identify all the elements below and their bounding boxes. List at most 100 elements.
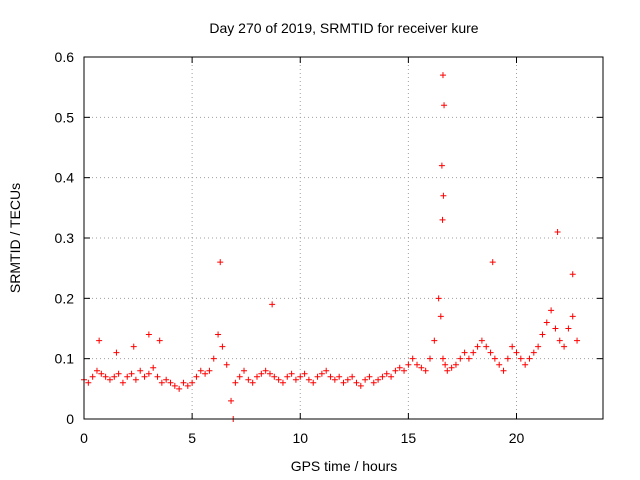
- data-point: [150, 364, 157, 371]
- data-point: [569, 271, 576, 278]
- data-point: [128, 370, 135, 377]
- data-point: [444, 367, 451, 374]
- data-point: [262, 367, 269, 374]
- data-point: [522, 361, 529, 368]
- data-point: [305, 376, 312, 383]
- data-point: [288, 370, 295, 377]
- data-point: [504, 355, 511, 362]
- data-point: [210, 355, 217, 362]
- data-point: [113, 349, 120, 356]
- data-point: [574, 337, 581, 344]
- data-point: [401, 367, 408, 374]
- data-point: [89, 373, 96, 380]
- data-point: [163, 376, 170, 383]
- data-point: [496, 361, 503, 368]
- data-point: [530, 349, 537, 356]
- data-point: [176, 385, 183, 392]
- data-point: [180, 379, 187, 386]
- x-axis-label: GPS time / hours: [291, 458, 398, 474]
- data-point: [409, 355, 416, 362]
- data-point: [145, 331, 152, 338]
- data-point: [539, 331, 546, 338]
- data-point: [396, 364, 403, 371]
- y-axis-label: SRMTID / TECUs: [7, 183, 23, 293]
- data-point: [301, 370, 308, 377]
- data-point: [556, 337, 563, 344]
- data-point: [98, 370, 105, 377]
- data-point: [215, 331, 222, 338]
- data-point: [474, 343, 481, 350]
- data-point: [223, 361, 230, 368]
- data-point: [340, 379, 347, 386]
- x-tick-label: 0: [80, 430, 88, 446]
- data-point: [349, 373, 356, 380]
- axis-ticks: 0 5 10 15 20 0 0.1 0.2 0.3 0.4 0.5 0.6: [55, 49, 603, 446]
- grid-lines: [84, 57, 603, 419]
- data-point: [461, 349, 468, 356]
- data-point: [543, 319, 550, 326]
- data-point: [438, 162, 445, 169]
- data-point: [414, 361, 421, 368]
- data-point: [93, 367, 100, 374]
- data-point: [392, 367, 399, 374]
- data-point: [119, 379, 126, 386]
- data-point: [249, 379, 256, 386]
- data-point: [513, 349, 520, 356]
- data-point: [297, 373, 304, 380]
- data-point: [491, 355, 498, 362]
- data-point: [292, 376, 299, 383]
- data-point: [487, 349, 494, 356]
- x-tick-label: 5: [188, 430, 196, 446]
- data-series-srmtid: [81, 72, 581, 422]
- y-tick-label: 0.6: [55, 49, 75, 65]
- data-point: [132, 376, 139, 383]
- data-point: [379, 373, 386, 380]
- data-point: [554, 228, 561, 235]
- data-point: [366, 373, 373, 380]
- data-point: [202, 370, 209, 377]
- data-point: [405, 361, 412, 368]
- y-tick-label: 0.5: [55, 109, 75, 125]
- data-point: [145, 370, 152, 377]
- x-tick-label: 20: [509, 430, 525, 446]
- data-point: [552, 325, 559, 332]
- data-point: [517, 355, 524, 362]
- data-point: [344, 376, 351, 383]
- y-tick-label: 0.2: [55, 290, 75, 306]
- data-point: [141, 373, 148, 380]
- data-point: [106, 376, 113, 383]
- data-point: [375, 376, 382, 383]
- data-point: [206, 367, 213, 374]
- data-point: [509, 343, 516, 350]
- data-point: [279, 379, 286, 386]
- data-point: [470, 349, 477, 356]
- data-point: [431, 337, 438, 344]
- data-point: [435, 295, 442, 302]
- data-point: [266, 370, 273, 377]
- data-point: [318, 370, 325, 377]
- data-point: [314, 373, 321, 380]
- data-point: [102, 373, 109, 380]
- data-point: [427, 355, 433, 362]
- data-point: [284, 373, 291, 380]
- data-point: [219, 343, 226, 350]
- data-point: [154, 373, 161, 380]
- data-point: [418, 364, 425, 371]
- data-point: [465, 355, 472, 362]
- data-point: [452, 361, 459, 368]
- data-point: [388, 373, 395, 380]
- y-tick-label: 0.3: [55, 230, 75, 246]
- data-point: [137, 367, 144, 374]
- data-point: [228, 397, 235, 404]
- data-point: [156, 337, 163, 344]
- data-point: [130, 343, 137, 350]
- data-point: [500, 367, 507, 374]
- data-point: [336, 373, 343, 380]
- data-point: [357, 382, 364, 389]
- y-tick-label: 0.1: [55, 351, 75, 367]
- data-point: [254, 373, 260, 380]
- data-point: [232, 379, 239, 386]
- data-point: [236, 373, 243, 380]
- data-point: [548, 307, 555, 314]
- data-point: [197, 367, 204, 374]
